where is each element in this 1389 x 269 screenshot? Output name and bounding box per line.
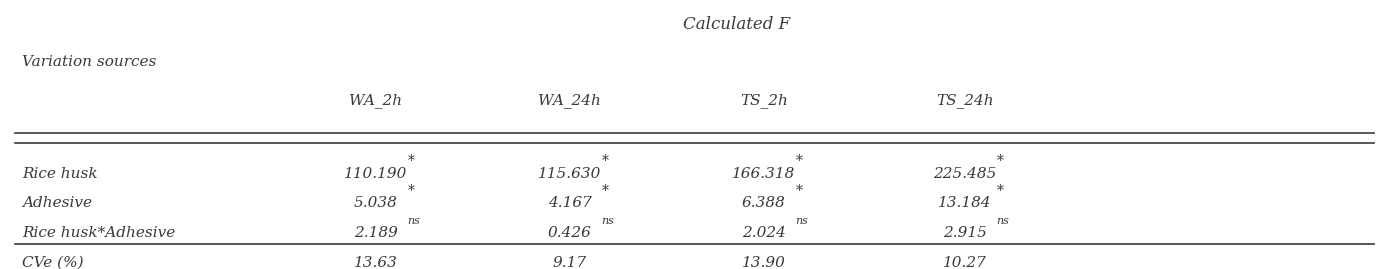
Text: 225.485: 225.485 [933,167,996,180]
Text: 2.915: 2.915 [943,226,986,240]
Text: *: * [997,154,1004,168]
Text: 13.63: 13.63 [354,256,397,269]
Text: 2.189: 2.189 [354,226,397,240]
Text: 10.27: 10.27 [943,256,986,269]
Text: Variation sources: Variation sources [22,55,157,69]
Text: TS_24h: TS_24h [936,93,993,108]
Text: 9.17: 9.17 [553,256,586,269]
Text: 0.426: 0.426 [547,226,592,240]
Text: *: * [601,154,608,168]
Text: *: * [407,184,414,198]
Text: 110.190: 110.190 [344,167,407,180]
Text: Adhesive: Adhesive [22,196,92,210]
Text: *: * [407,154,414,168]
Text: Rice husk*Adhesive: Rice husk*Adhesive [22,226,175,240]
Text: 115.630: 115.630 [538,167,601,180]
Text: 166.318: 166.318 [732,167,796,180]
Text: ns: ns [997,216,1010,226]
Text: ns: ns [407,216,421,226]
Text: *: * [601,184,608,198]
Text: 13.90: 13.90 [742,256,786,269]
Text: 6.388: 6.388 [742,196,786,210]
Text: TS_2h: TS_2h [740,93,788,108]
Text: WA_24h: WA_24h [539,93,601,108]
Text: 4.167: 4.167 [547,196,592,210]
Text: *: * [796,154,803,168]
Text: 13.184: 13.184 [938,196,992,210]
Text: CVe (%): CVe (%) [22,256,83,269]
Text: 5.038: 5.038 [354,196,397,210]
Text: *: * [997,184,1004,198]
Text: ns: ns [796,216,808,226]
Text: WA_2h: WA_2h [349,93,403,108]
Text: Rice husk: Rice husk [22,167,97,180]
Text: *: * [796,184,803,198]
Text: ns: ns [601,216,614,226]
Text: Calculated F: Calculated F [682,16,790,33]
Text: 2.024: 2.024 [742,226,786,240]
